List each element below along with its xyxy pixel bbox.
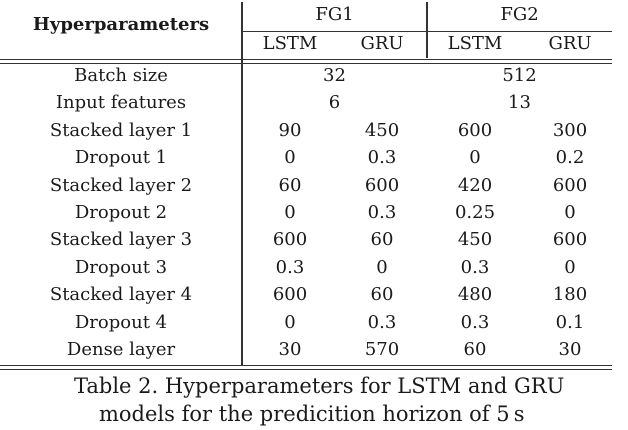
value-cell: 600: [364, 174, 400, 196]
caption-line-2: models for the predicition horizon of 5 …: [99, 402, 525, 426]
table-row: Stacked layer 1 90 450 600 300: [0, 120, 612, 147]
value-cell: 600: [457, 119, 493, 141]
row-label: Stacked layer 4: [49, 284, 193, 306]
row-label: Dropout 2: [74, 202, 168, 223]
value-cell: 0.3: [367, 147, 397, 169]
bottom-rule-bottom: [0, 369, 612, 370]
table-row: Stacked layer 4 600 60 480 180: [0, 284, 612, 311]
col-fg1-gru: GRU: [360, 33, 404, 54]
group-fg1: FG1: [315, 4, 354, 25]
row-label: Dropout 4: [74, 311, 168, 333]
value-cell: 600: [272, 229, 308, 251]
value-cell: 30: [558, 339, 582, 360]
group-fg2: FG2: [500, 4, 539, 25]
row-label: Input features: [55, 92, 187, 114]
value-cell: 0.3: [275, 256, 305, 278]
row-label: Dropout 1: [74, 147, 168, 169]
table-row: Dense layer 30 570 60 30: [0, 339, 612, 366]
table-row: Dropout 4 0 0.3 0.3 0.1: [0, 312, 612, 339]
header-rule-bottom: [0, 63, 612, 64]
value-cell: 300: [552, 119, 588, 141]
col-fg2-lstm: LSTM: [447, 33, 503, 54]
table-row: Stacked layer 3 600 60 450 600: [0, 229, 612, 256]
table-row: Dropout 3 0.3 0 0.3 0: [0, 257, 612, 284]
merged-cell: 6: [328, 92, 341, 114]
value-cell: 60: [463, 339, 487, 360]
merged-cell: 32: [323, 65, 346, 86]
col-fg1-lstm: LSTM: [262, 33, 318, 54]
value-cell: 0.3: [367, 202, 397, 223]
value-cell: 90: [278, 119, 302, 141]
value-cell: 600: [552, 174, 588, 196]
value-cell: 600: [272, 284, 308, 306]
row-label: Dense layer: [66, 339, 176, 360]
table-row: Dropout 2 0 0.3 0.25 0: [0, 202, 612, 229]
label-divider: [241, 2, 243, 365]
value-cell: 450: [457, 229, 493, 251]
value-cell: 0.2: [555, 147, 585, 169]
value-cell: 0: [564, 202, 576, 223]
row-label: Stacked layer 2: [49, 174, 193, 196]
value-cell: 0: [469, 147, 481, 169]
header-rule-top: [0, 59, 612, 60]
row-label: Dropout 3: [74, 256, 168, 278]
value-cell: 30: [278, 339, 302, 360]
table-row: Batch size 32 512: [0, 65, 612, 92]
row-label: Batch size: [74, 65, 168, 86]
value-cell: 60: [278, 174, 302, 196]
value-cell: 0.1: [555, 311, 585, 333]
value-cell: 450: [364, 119, 400, 141]
merged-cell: 13: [508, 92, 531, 114]
value-cell: 180: [552, 284, 588, 306]
value-cell: 600: [552, 229, 588, 251]
table-row: Input features 6 13: [0, 92, 612, 119]
value-cell: 0: [284, 147, 296, 169]
caption-line-1: Table 2. Hyperparameters for LSTM and GR…: [74, 374, 565, 398]
value-cell: 0: [564, 256, 576, 278]
value-cell: 0.3: [367, 311, 397, 333]
value-cell: 480: [457, 284, 493, 306]
value-cell: 0.3: [460, 256, 490, 278]
value-cell: 420: [457, 174, 493, 196]
table-header: Hyperparameters FG1 FG2 LSTM GRU LSTM GR…: [0, 0, 612, 58]
value-cell: 0: [376, 256, 388, 278]
table-row: Dropout 1 0 0.3 0 0.2: [0, 147, 612, 174]
value-cell: 60: [370, 284, 394, 306]
row-header-label: Hyperparameters: [32, 14, 210, 35]
value-cell: 0.25: [454, 202, 496, 223]
col-fg2-gru: GRU: [548, 33, 592, 54]
bottom-rule-top: [0, 365, 612, 366]
merged-cell: 512: [502, 65, 537, 86]
value-cell: 0.3: [460, 311, 490, 333]
value-cell: 0: [284, 202, 296, 223]
row-label: Stacked layer 3: [49, 229, 193, 251]
row-label: Stacked layer 1: [49, 119, 193, 141]
value-cell: 0: [284, 311, 296, 333]
value-cell: 60: [370, 229, 394, 251]
value-cell: 570: [364, 339, 400, 360]
table-row: Stacked layer 2 60 600 420 600: [0, 175, 612, 202]
group-divider: [426, 2, 428, 58]
